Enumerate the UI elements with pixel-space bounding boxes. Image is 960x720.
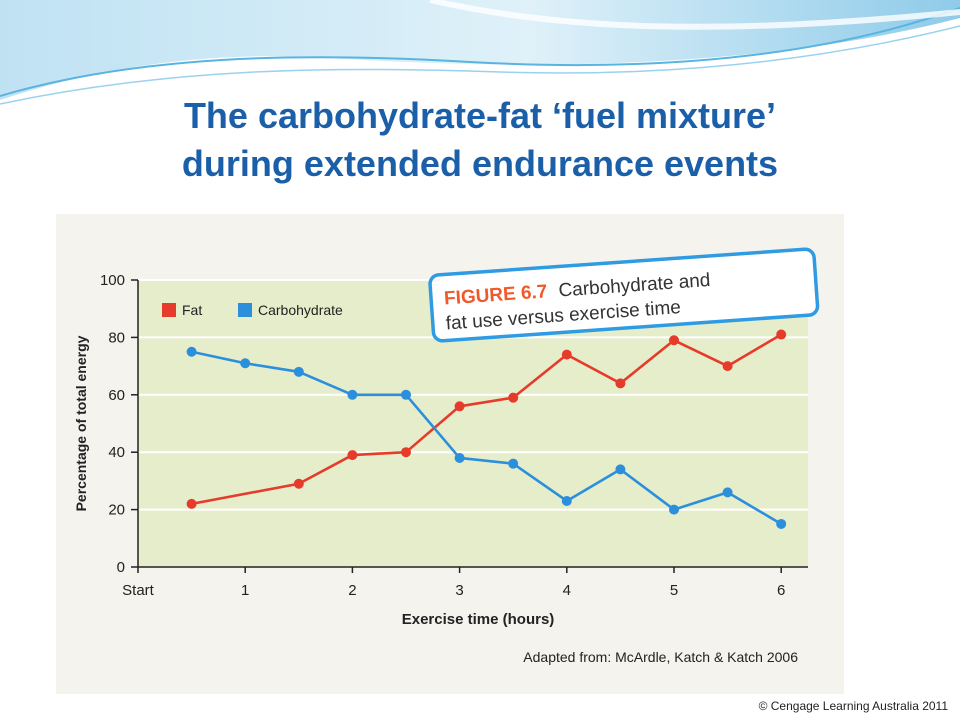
data-point-carbohydrate xyxy=(561,495,572,506)
data-point-fat xyxy=(293,478,304,489)
x-axis-ticks: Start 1 2 3 4 5 6 xyxy=(122,567,785,599)
legend: Fat Carbohydrate xyxy=(162,302,343,318)
x-tick-label-Start: Start xyxy=(122,582,155,599)
data-point-carbohydrate xyxy=(401,389,411,400)
data-point-carbohydrate xyxy=(776,518,787,529)
data-point-fat xyxy=(186,498,197,509)
legend-label-carbohydrate: Carbohydrate xyxy=(258,302,343,318)
data-point-fat xyxy=(669,335,679,346)
data-point-fat xyxy=(508,392,519,403)
series-points xyxy=(186,329,787,529)
y-tick-label-80: 80 xyxy=(108,329,125,346)
x-tick-label-4: 4 xyxy=(563,582,571,599)
data-point-fat xyxy=(401,447,411,458)
y-tick-label-0: 0 xyxy=(117,559,125,576)
data-point-carbohydrate xyxy=(669,504,679,515)
slide-title-line-2: during extended endurance events xyxy=(181,143,779,184)
data-point-fat xyxy=(561,349,572,360)
x-tick-label-1: 1 xyxy=(241,582,249,599)
y-axis-label: Percentage of total energy xyxy=(73,335,89,511)
legend-swatch-fat xyxy=(162,303,176,317)
copyright-notice: © Cengage Learning Australia 2011 xyxy=(758,699,948,713)
x-tick-label-5: 5 xyxy=(670,582,678,599)
header-wave-decoration xyxy=(0,0,960,105)
source-note: Adapted from: McArdle, Katch & Katch 200… xyxy=(523,649,798,665)
line-chart: 0 20 40 60 80 100 Start 1 2 3 4 5 6 Percentage of t… xyxy=(73,247,820,665)
x-tick-label-2: 2 xyxy=(348,582,356,599)
data-point-carbohydrate xyxy=(615,464,626,475)
data-point-carbohydrate xyxy=(293,366,304,377)
legend-label-fat: Fat xyxy=(182,302,202,318)
y-axis-ticks: 0 20 40 60 80 100 xyxy=(100,272,138,576)
y-tick-label-20: 20 xyxy=(108,502,125,519)
data-point-carbohydrate xyxy=(347,389,358,400)
y-tick-label-40: 40 xyxy=(108,444,125,461)
slide-title: The carbohydrate-fat ‘fuel mixture’ duri… xyxy=(60,92,900,188)
y-tick-label-100: 100 xyxy=(100,272,125,289)
slide-title-line-1: The carbohydrate-fat ‘fuel mixture’ xyxy=(183,95,777,136)
x-tick-label-6: 6 xyxy=(777,582,785,599)
y-tick-label-60: 60 xyxy=(108,387,125,404)
x-tick-label-3: 3 xyxy=(455,582,463,599)
data-point-fat xyxy=(347,450,358,461)
data-point-fat xyxy=(722,361,733,372)
data-point-fat xyxy=(776,329,787,340)
data-point-fat xyxy=(454,401,465,412)
legend-swatch-carbohydrate xyxy=(238,303,252,317)
series-line-carbohydrate xyxy=(191,350,782,526)
figure-panel: 0 20 40 60 80 100 Start 1 2 3 4 5 6 Percentage of t… xyxy=(56,214,844,694)
figure-label-box: FIGURE 6.7 Carbohydrate and fat use vers… xyxy=(428,247,820,343)
data-point-carbohydrate xyxy=(508,458,519,469)
data-point-carbohydrate xyxy=(454,452,465,463)
data-point-carbohydrate xyxy=(240,358,251,369)
x-axis-label: Exercise time (hours) xyxy=(402,611,555,628)
data-point-carbohydrate xyxy=(722,487,733,498)
data-point-fat xyxy=(615,378,626,389)
data-point-carbohydrate xyxy=(186,346,197,357)
